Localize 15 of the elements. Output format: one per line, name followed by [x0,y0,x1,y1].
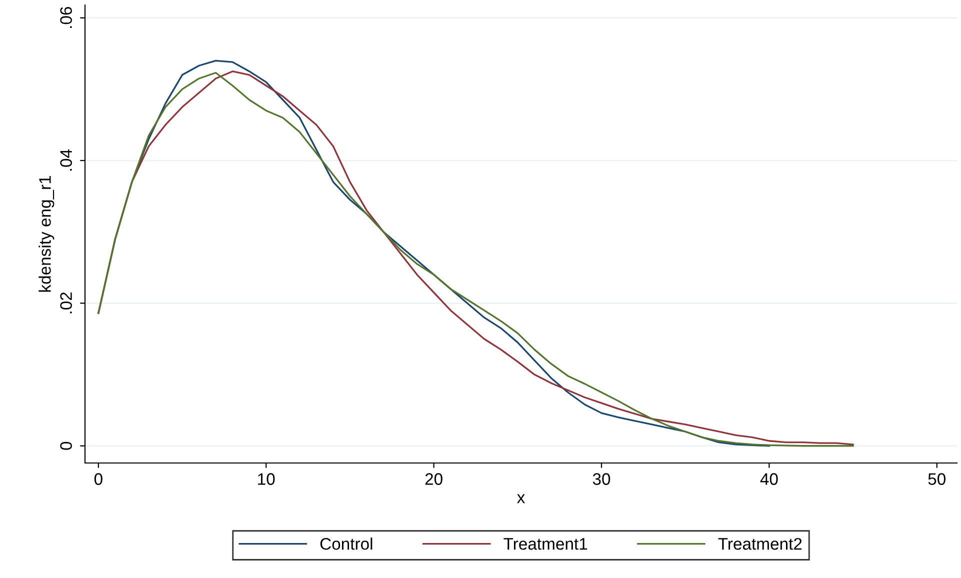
y-axis-title: kdensity eng_r1 [38,176,54,292]
legend-label: Treatment1 [504,538,588,550]
x-tick-label: 20 [425,473,442,485]
x-tick-label: 10 [258,473,275,485]
legend-label: Treatment2 [718,538,802,550]
x-tick-label: 30 [592,473,610,485]
x-tick-label: 50 [928,473,946,485]
x-axis-title: x [517,494,525,504]
legend-label: Control [320,538,372,550]
y-tick-label: 0 [60,442,72,450]
x-tick-label: 0 [94,473,102,485]
y-tick-label: .04 [60,149,72,171]
y-tick-label: .06 [60,6,72,28]
x-tick-label: 40 [760,473,778,485]
y-tick-label: .02 [60,292,72,314]
